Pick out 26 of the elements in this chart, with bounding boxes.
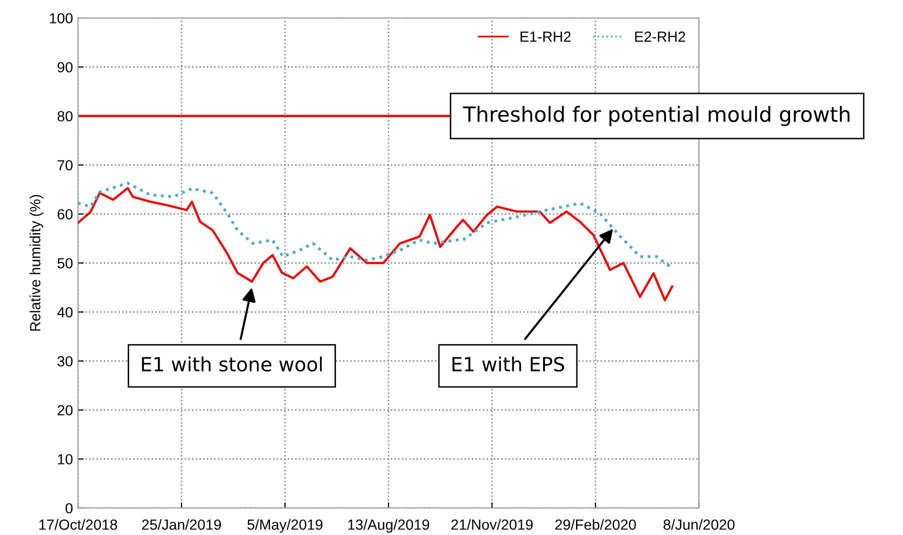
y-tick-label: 0 xyxy=(66,503,73,514)
y-axis-title: Relative humidity (%) xyxy=(30,195,44,331)
y-tick-label: 40 xyxy=(57,307,73,318)
x-tick-label: 17/Oct/2018 xyxy=(39,519,118,530)
annotation: E1 with stone wool xyxy=(142,356,322,372)
y-tick-label: 60 xyxy=(58,209,73,220)
ref-line-label: Threshold for potential mould growth xyxy=(462,106,850,126)
annotation: E1 with EPS xyxy=(452,356,564,372)
y-tick-label: 50 xyxy=(58,258,73,268)
y-tick-label: 90 xyxy=(58,62,73,72)
x-tick-label: 25/Jan/2019 xyxy=(142,519,221,530)
line-series xyxy=(78,182,672,268)
x-tick-label: 21/Nov/2019 xyxy=(451,519,533,530)
y-tick-label: 80 xyxy=(58,111,73,122)
y-tick-label: 100 xyxy=(50,13,73,24)
line-series xyxy=(78,186,674,302)
y-tick-label: 30 xyxy=(57,356,73,366)
x-tick-label: 5/May/2019 xyxy=(247,519,322,533)
x-tick-label: 13/Aug/2019 xyxy=(348,519,430,533)
legend-label: E2-RH2 xyxy=(635,32,686,42)
x-tick-label: 29/Feb/2020 xyxy=(555,519,636,530)
y-tick-label: 20 xyxy=(58,405,73,416)
y-tick-label: 10 xyxy=(58,454,73,464)
legend-label: E1-RH2 xyxy=(520,32,571,42)
x-tick-label: 8/Jun/2020 xyxy=(664,519,735,530)
y-tick-label: 70 xyxy=(58,160,73,170)
